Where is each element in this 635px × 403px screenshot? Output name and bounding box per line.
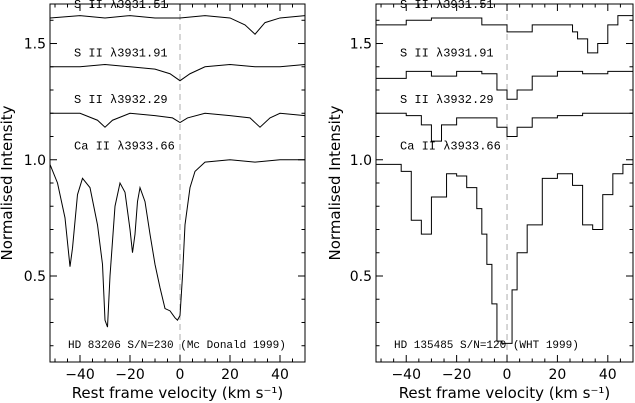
series-line xyxy=(49,15,306,35)
series-label: S II λ3932.29 xyxy=(400,93,494,107)
panel-annotation: HD 83206 S/N=230 (Mc Donald 1999) xyxy=(68,340,286,352)
series-line xyxy=(49,159,305,328)
x-tick-label: −20 xyxy=(442,367,472,383)
x-tick-label: 40 xyxy=(271,367,289,383)
x-tick-label: 20 xyxy=(221,367,239,383)
y-tick-label: 1.0 xyxy=(24,153,46,169)
x-tick-label: 40 xyxy=(599,367,617,383)
x-axis-label: Rest frame velocity (km s⁻¹) xyxy=(72,384,284,402)
panel-1: −40 −20 0 20 40 0.5 1.0 1.5 Rest frame velocity … xyxy=(0,0,306,402)
series-label: S II λ3931.51 xyxy=(74,0,168,12)
x-tick-label: −20 xyxy=(115,367,145,383)
x-tick-label: 0 xyxy=(176,367,185,383)
series-line xyxy=(50,112,306,128)
series-label: Ca II λ3933.66 xyxy=(400,140,501,154)
series-line xyxy=(376,15,633,54)
x-tick-label: 20 xyxy=(548,367,566,383)
series-line xyxy=(50,63,306,82)
x-tick-label: −40 xyxy=(65,367,95,383)
series-label: S II λ3932.29 xyxy=(74,93,168,107)
y-tick-label: 1.5 xyxy=(24,37,46,53)
series-label: S II λ3931.91 xyxy=(74,47,168,61)
series-label: S II λ3931.51 xyxy=(400,0,494,12)
series-label: Ca II λ3933.66 xyxy=(74,140,175,154)
x-axis-label: Rest frame velocity (km s⁻¹) xyxy=(399,384,611,402)
series-line xyxy=(376,69,634,100)
y-axis-label: Normalised Intensity xyxy=(0,105,16,260)
y-tick-label: 0.5 xyxy=(350,269,372,285)
panel-annotation: HD 135485 S/N=120 (WHT 1999) xyxy=(394,340,579,352)
y-tick-label: 1.0 xyxy=(350,153,372,169)
series-line xyxy=(376,110,634,142)
series-line xyxy=(376,162,634,344)
x-tick-label: 0 xyxy=(503,367,512,383)
y-tick-label: 0.5 xyxy=(24,269,46,285)
y-axis-label: Normalised Intensity xyxy=(326,105,344,260)
y-tick-label: 1.5 xyxy=(350,37,372,53)
x-tick-label: −40 xyxy=(391,367,421,383)
panel-2: −40 −20 0 20 40 0.5 1.0 1.5 Rest frame velocity … xyxy=(326,0,634,402)
series-label: S II λ3931.91 xyxy=(400,47,494,61)
